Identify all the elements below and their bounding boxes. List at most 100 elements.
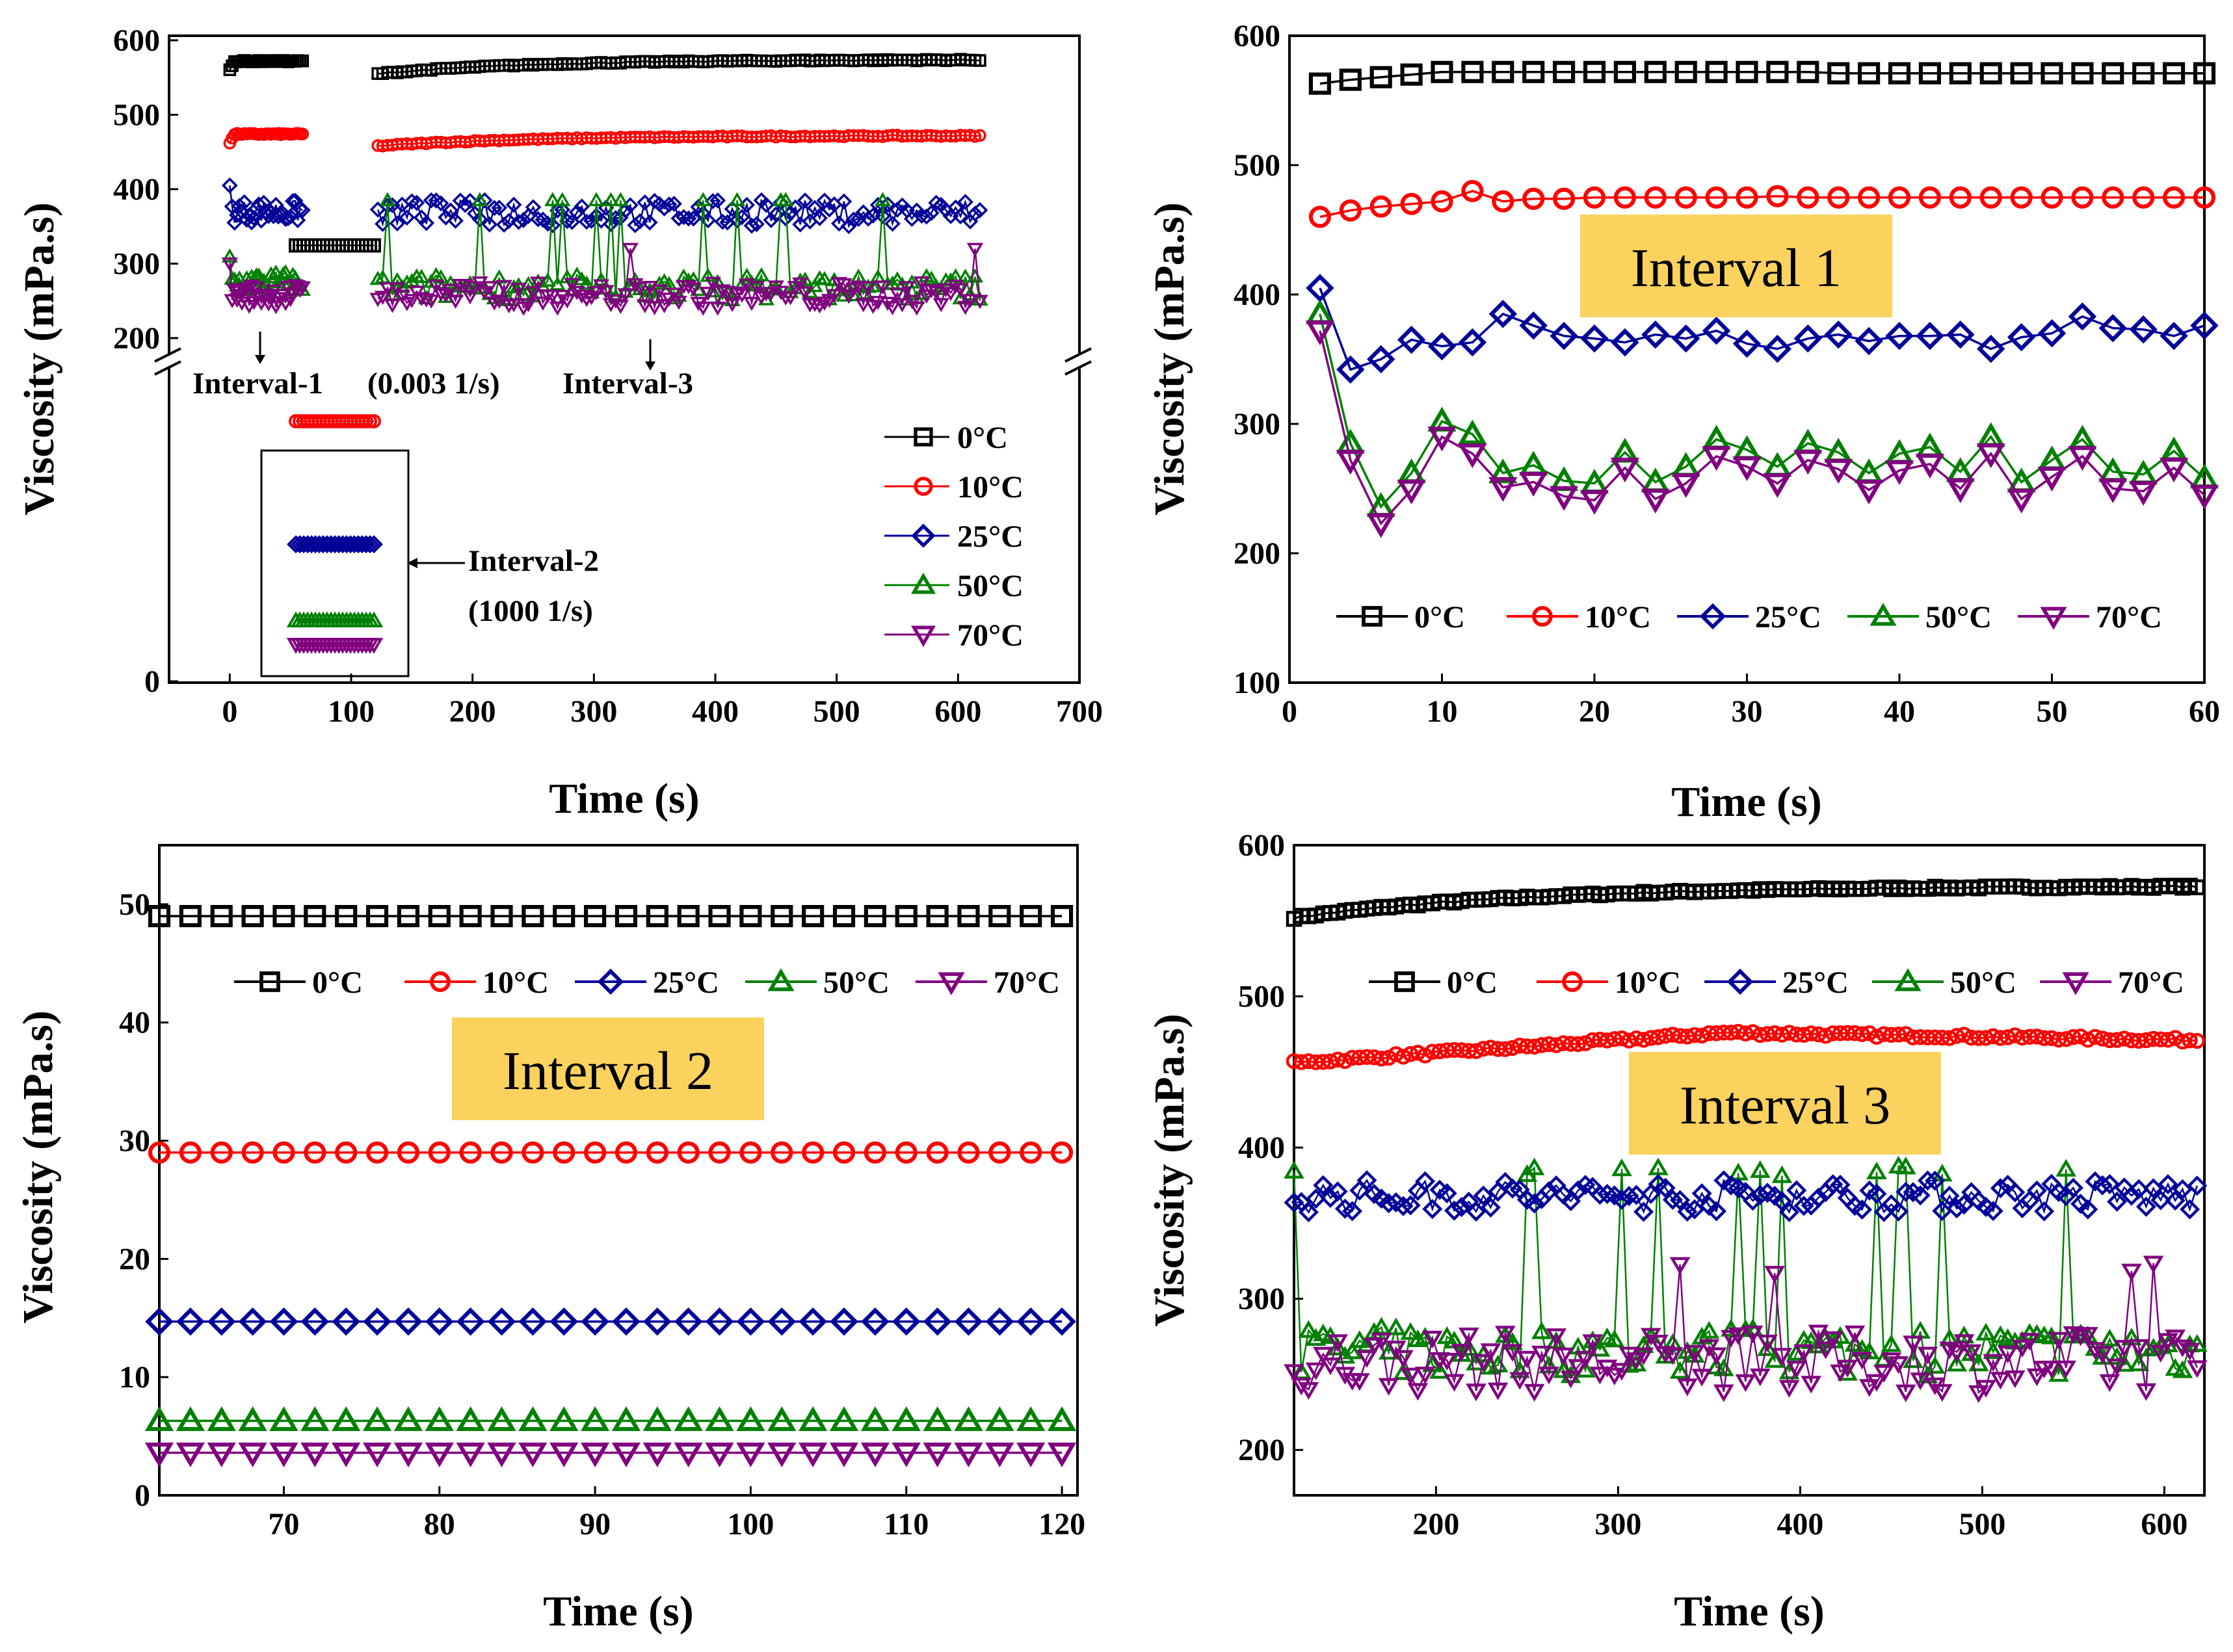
- interval2-point: [957, 1141, 980, 1164]
- interval3-point: [1393, 1196, 1414, 1216]
- interval3-axes: 200 300 400 500 600 200 300 400 500 600: [1238, 828, 2187, 1541]
- interval3-legend-marker: [1394, 971, 1415, 992]
- interval2-point: [830, 1307, 858, 1336]
- interval3-point: [1810, 1026, 1827, 1043]
- overview-point: [617, 288, 634, 303]
- overview-point: [903, 295, 921, 309]
- overview-point: [884, 301, 901, 315]
- interval3-point: [1524, 1383, 1545, 1402]
- overview-legend-label: 0°C: [957, 421, 1008, 455]
- interval3-point: [1851, 1352, 1873, 1370]
- overview-point: [389, 282, 406, 296]
- interval2-point: [397, 905, 419, 928]
- interval3-point: [1852, 1199, 1873, 1220]
- interval3-point: [1460, 1043, 1477, 1059]
- interval3-point: [1875, 1026, 1892, 1042]
- interval2-point: [144, 1442, 174, 1467]
- overview-point: [442, 202, 459, 219]
- overview-point: [821, 201, 838, 218]
- interval3-point: [1672, 1028, 1688, 1044]
- overview-interval2-point: [337, 535, 356, 554]
- interval3-point: [1803, 1025, 1819, 1042]
- interval3-point: [1539, 1181, 1559, 1201]
- interval2-point: [705, 1307, 734, 1336]
- interval2-point: [674, 1406, 703, 1432]
- interval2-point: [767, 1307, 797, 1336]
- interval2-point: [238, 1442, 267, 1467]
- interval3-data: [1284, 878, 2208, 1403]
- interval3-point: [1896, 1181, 1916, 1202]
- interval3-point: [1395, 1049, 1412, 1065]
- interval3-point: [1808, 1187, 1829, 1208]
- interval3-point: [1708, 1025, 1724, 1042]
- interval3-point: [1626, 1185, 1646, 1205]
- interval3-ytick-label: 400: [1238, 1131, 1285, 1165]
- overview-point: [797, 192, 813, 209]
- interval3-point: [1611, 1158, 1632, 1177]
- overview-interval2-point: [302, 535, 321, 554]
- overview-point: [510, 282, 527, 297]
- interval3-point: [2026, 1368, 2048, 1387]
- overview-interval2-point: [298, 535, 317, 554]
- interval3-point: [1815, 1341, 1836, 1359]
- interval1-point: [1308, 72, 1331, 95]
- interval1-point: [1308, 205, 1331, 228]
- interval2-point: [985, 1442, 1014, 1467]
- overview-point: [447, 295, 464, 309]
- interval1-axes: 0 10 20 30 40 50 60 100 200 300 400 500 600: [1234, 19, 2220, 729]
- interval3-point: [2063, 1326, 2084, 1344]
- overview-xtick-label: 600: [934, 694, 981, 729]
- interval3-xlabel: Time (s): [1674, 1588, 1825, 1635]
- interval2-legend: 0°C 10°C 25°C 50°C 70°C: [234, 965, 1060, 1000]
- interval3-point: [1883, 1027, 1899, 1043]
- interval1-xtick-label: 20: [1579, 694, 1610, 729]
- interval2-point: [487, 1406, 516, 1432]
- overview-point: [865, 207, 882, 224]
- interval2-ytick-label: 20: [119, 1242, 150, 1276]
- interval3-point: [1676, 1341, 1698, 1359]
- interval2-point: [269, 1442, 298, 1467]
- interval2-point: [1020, 1141, 1042, 1164]
- interval2-point: [522, 905, 544, 928]
- annotation-interval-1-rate: (0.003 1/s): [367, 367, 500, 400]
- overview-point: [282, 208, 299, 225]
- interval1-point: [2010, 186, 2033, 209]
- overview-point: [743, 217, 760, 234]
- interval2-legend-label: 25°C: [653, 965, 719, 1000]
- interval2-ytick-label: 40: [119, 1006, 150, 1040]
- overview-point: [860, 210, 877, 227]
- interval2-point: [428, 1141, 451, 1164]
- interval2-point: [892, 1406, 921, 1432]
- overview-point: [462, 290, 479, 305]
- interval3-point: [1738, 1025, 1754, 1042]
- interval1-point: [1336, 450, 1365, 475]
- interval3-point: [1327, 1334, 1349, 1352]
- overview-interval2-point: [318, 535, 336, 554]
- interval3-point: [2094, 1030, 2111, 1047]
- interval3-point: [1931, 1383, 1953, 1402]
- interval2-legend-marker: [259, 971, 280, 992]
- interval3-point: [1284, 1160, 1304, 1179]
- interval2-point: [985, 1406, 1014, 1432]
- overview-point: [777, 192, 794, 207]
- interval3-point: [1567, 1359, 1589, 1377]
- interval3-point: [1475, 1040, 1492, 1057]
- overview-point: [763, 212, 780, 228]
- interval3-point: [1393, 1362, 1414, 1380]
- interval3-point: [1429, 1361, 1450, 1379]
- interval3-point: [1502, 1344, 1523, 1362]
- interval1-point: [1763, 334, 1792, 363]
- interval3-point: [1613, 1030, 1630, 1047]
- interval3-point: [1825, 1025, 1842, 1042]
- interval3-point: [1983, 1341, 2004, 1359]
- interval3-point: [1635, 1032, 1652, 1048]
- overview-point: [243, 279, 260, 294]
- interval2-point: [736, 1442, 765, 1467]
- interval3-point: [1927, 1029, 1943, 1045]
- interval2-point: [739, 905, 762, 928]
- interval2-point: [393, 1442, 423, 1467]
- interval2-point: [148, 1141, 171, 1164]
- interval1-point: [1583, 186, 1606, 209]
- interval1-point: [1827, 62, 1850, 85]
- interval3-point: [1910, 1372, 1931, 1391]
